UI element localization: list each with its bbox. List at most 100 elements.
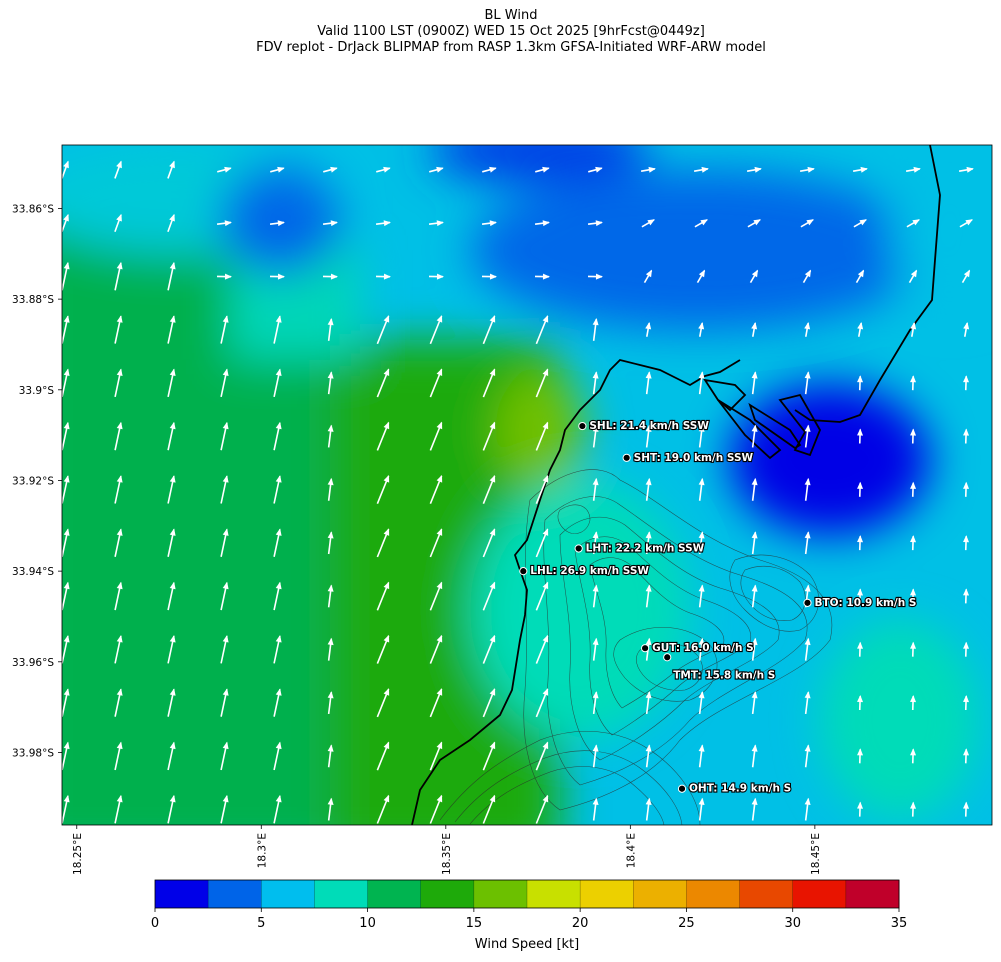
wind-arrow-head bbox=[804, 744, 811, 752]
colorbar-bin bbox=[208, 880, 262, 908]
wind-arrow-head bbox=[63, 421, 70, 430]
wind-arrow-head bbox=[648, 166, 656, 173]
wind-arrow-head bbox=[963, 481, 970, 489]
wind-arrow-head bbox=[542, 474, 549, 483]
wind-arrow-head bbox=[169, 315, 176, 323]
wind-arrow-head bbox=[169, 581, 176, 590]
wind-arrow-head bbox=[63, 794, 70, 803]
lon-tick-label: 18.25°E bbox=[72, 833, 84, 875]
wind-arrow-head bbox=[860, 166, 868, 173]
wind-speed-field bbox=[62, 145, 992, 825]
wind-arrow-head bbox=[542, 220, 550, 227]
wind-arrow-head bbox=[275, 421, 282, 430]
wind-arrow-head bbox=[383, 741, 390, 750]
wind-arrow-head bbox=[857, 269, 864, 278]
wind-arrow-head bbox=[327, 584, 334, 592]
wind-arrow-head bbox=[542, 634, 549, 643]
wind-arrow-head bbox=[489, 581, 496, 590]
wind-arrow-head bbox=[857, 695, 864, 703]
wind-arrow-head bbox=[910, 641, 917, 649]
wind-arrow-head bbox=[116, 261, 123, 270]
wind-arrow-head bbox=[383, 581, 390, 590]
wind-arrow-head bbox=[327, 691, 334, 699]
wind-arrow-head bbox=[275, 581, 282, 590]
wind-arrow-head bbox=[910, 588, 917, 596]
colorbar-tick-label: 15 bbox=[466, 916, 483, 931]
wind-arrow-head bbox=[754, 166, 762, 173]
colorbar-bin bbox=[527, 880, 581, 908]
wind-arrow-head bbox=[857, 641, 864, 649]
station-marker-lht bbox=[574, 544, 583, 553]
wind-arrow-head bbox=[857, 322, 864, 330]
wind-arrow-head bbox=[912, 219, 920, 226]
wind-arrow-head bbox=[963, 375, 970, 383]
wind-arrow-head bbox=[592, 371, 599, 379]
wind-arrow-head bbox=[963, 428, 970, 436]
wind-arrow-head bbox=[751, 371, 758, 379]
wind-arrow-head bbox=[963, 801, 970, 809]
wind-arrow-head bbox=[698, 691, 705, 699]
wind-arrow-head bbox=[169, 213, 175, 222]
wind-arrow-head bbox=[857, 481, 864, 489]
lon-tick-label: 18.35°E bbox=[441, 833, 453, 875]
wind-arrow-head bbox=[489, 474, 496, 483]
wind-arrow-head bbox=[63, 213, 69, 222]
wind-arrow-head bbox=[857, 588, 864, 596]
wind-arrow-head bbox=[489, 273, 497, 280]
wind-arrow-head bbox=[751, 424, 758, 432]
wind-arrow-head bbox=[63, 528, 70, 536]
wind-arrow-head bbox=[277, 166, 285, 173]
wind-arrow-head bbox=[489, 315, 496, 323]
wind-arrow-head bbox=[116, 688, 123, 696]
wind-arrow-head bbox=[222, 794, 229, 803]
lat-tick-label: 33.9°S bbox=[19, 385, 55, 397]
colorbar-tick-label: 5 bbox=[257, 916, 265, 931]
wind-arrow-head bbox=[698, 269, 705, 278]
lat-tick-label: 33.86°S bbox=[12, 203, 54, 215]
wind-arrow-head bbox=[592, 797, 599, 806]
title-line-1: BL Wind bbox=[484, 8, 538, 23]
wind-arrow-head bbox=[857, 801, 864, 809]
wind-arrow-head bbox=[383, 273, 391, 280]
wind-arrow-head bbox=[327, 317, 334, 326]
wind-arrow-head bbox=[963, 535, 970, 543]
wind-arrow-head bbox=[910, 801, 917, 809]
wind-arrow-head bbox=[116, 475, 123, 483]
colorbar-bin bbox=[261, 880, 315, 908]
wind-arrow-head bbox=[804, 691, 811, 699]
station-marker-sht bbox=[622, 453, 631, 462]
wind-arrow-head bbox=[804, 531, 811, 539]
wind-arrow-head bbox=[436, 581, 443, 590]
station-marker-lhl bbox=[519, 567, 528, 576]
wind-arrow-head bbox=[436, 794, 443, 803]
station-label-sht: SHT: 19.0 km/h SSW bbox=[634, 452, 754, 464]
wind-arrow-head bbox=[542, 315, 549, 323]
wind-arrow-head bbox=[645, 531, 652, 539]
wind-arrow-head bbox=[169, 688, 176, 696]
wind-arrow-head bbox=[698, 424, 705, 432]
wind-arrow-head bbox=[327, 477, 334, 486]
wind-arrow-head bbox=[63, 160, 69, 169]
wind-arrow-head bbox=[436, 474, 443, 483]
wind-arrow-head bbox=[489, 634, 496, 643]
wind-arrow-head bbox=[327, 797, 334, 806]
wind-arrow-head bbox=[489, 688, 496, 696]
colorbar-tick-label: 30 bbox=[784, 916, 801, 931]
wind-arrow-head bbox=[327, 424, 334, 432]
wind-arrow-head bbox=[169, 261, 176, 270]
wind-arrow-head bbox=[222, 635, 229, 643]
wind-arrow-head bbox=[383, 794, 390, 803]
wind-arrow-head bbox=[330, 220, 338, 227]
wind-arrow-head bbox=[327, 371, 334, 379]
wind-arrow-head bbox=[698, 322, 705, 330]
colorbar-bin bbox=[686, 880, 741, 908]
station-marker-shl bbox=[578, 421, 587, 431]
wind-arrow-head bbox=[542, 688, 549, 696]
wind-arrow-head bbox=[698, 584, 705, 592]
wind-arrow-head bbox=[275, 688, 282, 696]
wind-arrow-head bbox=[751, 797, 758, 806]
colorbar: 0 5 10 15 20 25 30 35 bbox=[151, 879, 907, 931]
wind-arrow-head bbox=[857, 428, 864, 436]
wind-arrow-head bbox=[63, 368, 70, 376]
wind-arrow-head bbox=[645, 744, 652, 752]
